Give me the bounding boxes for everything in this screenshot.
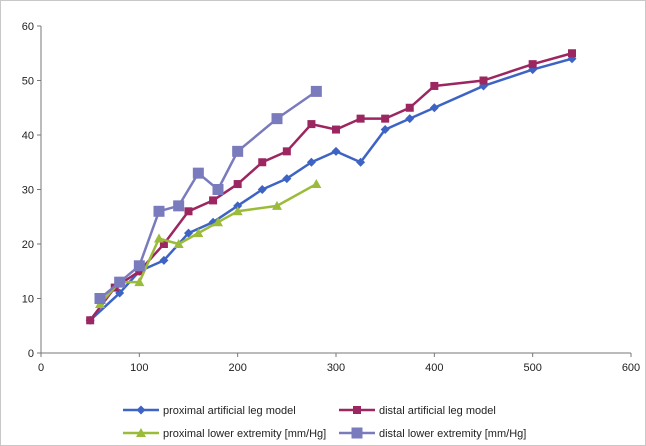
x-tick-label: 600 bbox=[622, 362, 640, 374]
data-point bbox=[159, 240, 168, 248]
y-tick-label: 60 bbox=[22, 21, 34, 33]
data-point bbox=[94, 293, 106, 304]
legend-item: distal lower extremity [mm/Hg] bbox=[339, 427, 526, 440]
data-point bbox=[429, 103, 439, 113]
series-line bbox=[99, 90, 318, 300]
data-point bbox=[184, 228, 193, 238]
legend-item: proximal artificial leg model bbox=[123, 405, 296, 417]
data-point bbox=[209, 196, 218, 205]
y-tick-label: 50 bbox=[22, 76, 34, 88]
y-tick-label: 10 bbox=[22, 294, 34, 306]
series-layer bbox=[85, 49, 577, 325]
data-point bbox=[405, 114, 415, 124]
data-point bbox=[272, 200, 282, 210]
data-point bbox=[430, 81, 439, 90]
data-point bbox=[193, 228, 204, 238]
data-point bbox=[232, 145, 244, 157]
x-tick-label: 100 bbox=[130, 362, 148, 374]
data-point bbox=[282, 147, 291, 156]
data-point bbox=[133, 260, 145, 272]
data-point bbox=[258, 158, 267, 167]
data-point bbox=[306, 157, 316, 167]
data-point bbox=[173, 200, 185, 212]
data-point bbox=[184, 207, 193, 216]
data-point bbox=[233, 180, 242, 189]
x-tick-label: 0 bbox=[38, 362, 44, 374]
data-point bbox=[232, 206, 243, 216]
data-point bbox=[282, 174, 292, 184]
x-tick-label: 300 bbox=[327, 362, 345, 374]
data-point bbox=[154, 233, 164, 243]
data-point bbox=[479, 76, 488, 85]
x-tick-label: 500 bbox=[523, 362, 541, 374]
y-tick-label: 0 bbox=[28, 348, 34, 360]
series-2 bbox=[86, 49, 576, 325]
data-point bbox=[332, 125, 340, 134]
data-point bbox=[307, 120, 316, 129]
data-point bbox=[568, 49, 576, 58]
series-4 bbox=[94, 85, 322, 304]
data-point bbox=[212, 184, 224, 195]
legend-label: proximal artificial leg model bbox=[163, 405, 296, 417]
series-line bbox=[89, 57, 573, 322]
data-point bbox=[153, 205, 165, 217]
data-point bbox=[356, 114, 365, 123]
y-tick-label: 20 bbox=[22, 239, 34, 251]
data-point bbox=[528, 60, 537, 69]
series-line bbox=[89, 52, 573, 322]
data-point bbox=[381, 114, 390, 123]
legend-marker bbox=[351, 427, 363, 439]
data-point bbox=[380, 125, 390, 135]
legend-marker bbox=[136, 405, 146, 415]
x-tick-label: 200 bbox=[228, 362, 246, 374]
data-point bbox=[86, 316, 95, 325]
y-tick-label: 40 bbox=[22, 130, 34, 142]
data-point bbox=[213, 217, 223, 227]
data-point bbox=[310, 85, 322, 97]
data-point bbox=[257, 185, 267, 194]
data-point bbox=[192, 167, 204, 179]
data-point bbox=[271, 113, 283, 125]
series-line bbox=[99, 182, 317, 305]
data-point bbox=[331, 146, 341, 156]
data-point bbox=[405, 103, 414, 112]
legend-label: distal artificial leg model bbox=[379, 405, 496, 417]
y-tick-label: 30 bbox=[22, 185, 34, 197]
legend-label: distal lower extremity [mm/Hg] bbox=[379, 428, 526, 440]
x-tick-label: 400 bbox=[425, 362, 443, 374]
data-point bbox=[356, 157, 366, 167]
legend-marker bbox=[136, 428, 146, 437]
legend-label: proximal lower extremity [mm/Hg] bbox=[163, 428, 326, 440]
series-3 bbox=[95, 179, 322, 308]
legend-item: distal artificial leg model bbox=[339, 405, 496, 417]
data-point bbox=[114, 276, 126, 288]
chart-legend: proximal artificial leg model distal arti… bbox=[123, 405, 526, 440]
data-point bbox=[311, 179, 322, 189]
legend-marker bbox=[353, 406, 361, 414]
data-point bbox=[233, 201, 243, 211]
data-point bbox=[134, 277, 145, 287]
data-point bbox=[173, 239, 184, 248]
legend-item: proximal lower extremity [mm/Hg] bbox=[123, 428, 326, 440]
data-point bbox=[159, 255, 169, 265]
series-1 bbox=[85, 54, 577, 325]
